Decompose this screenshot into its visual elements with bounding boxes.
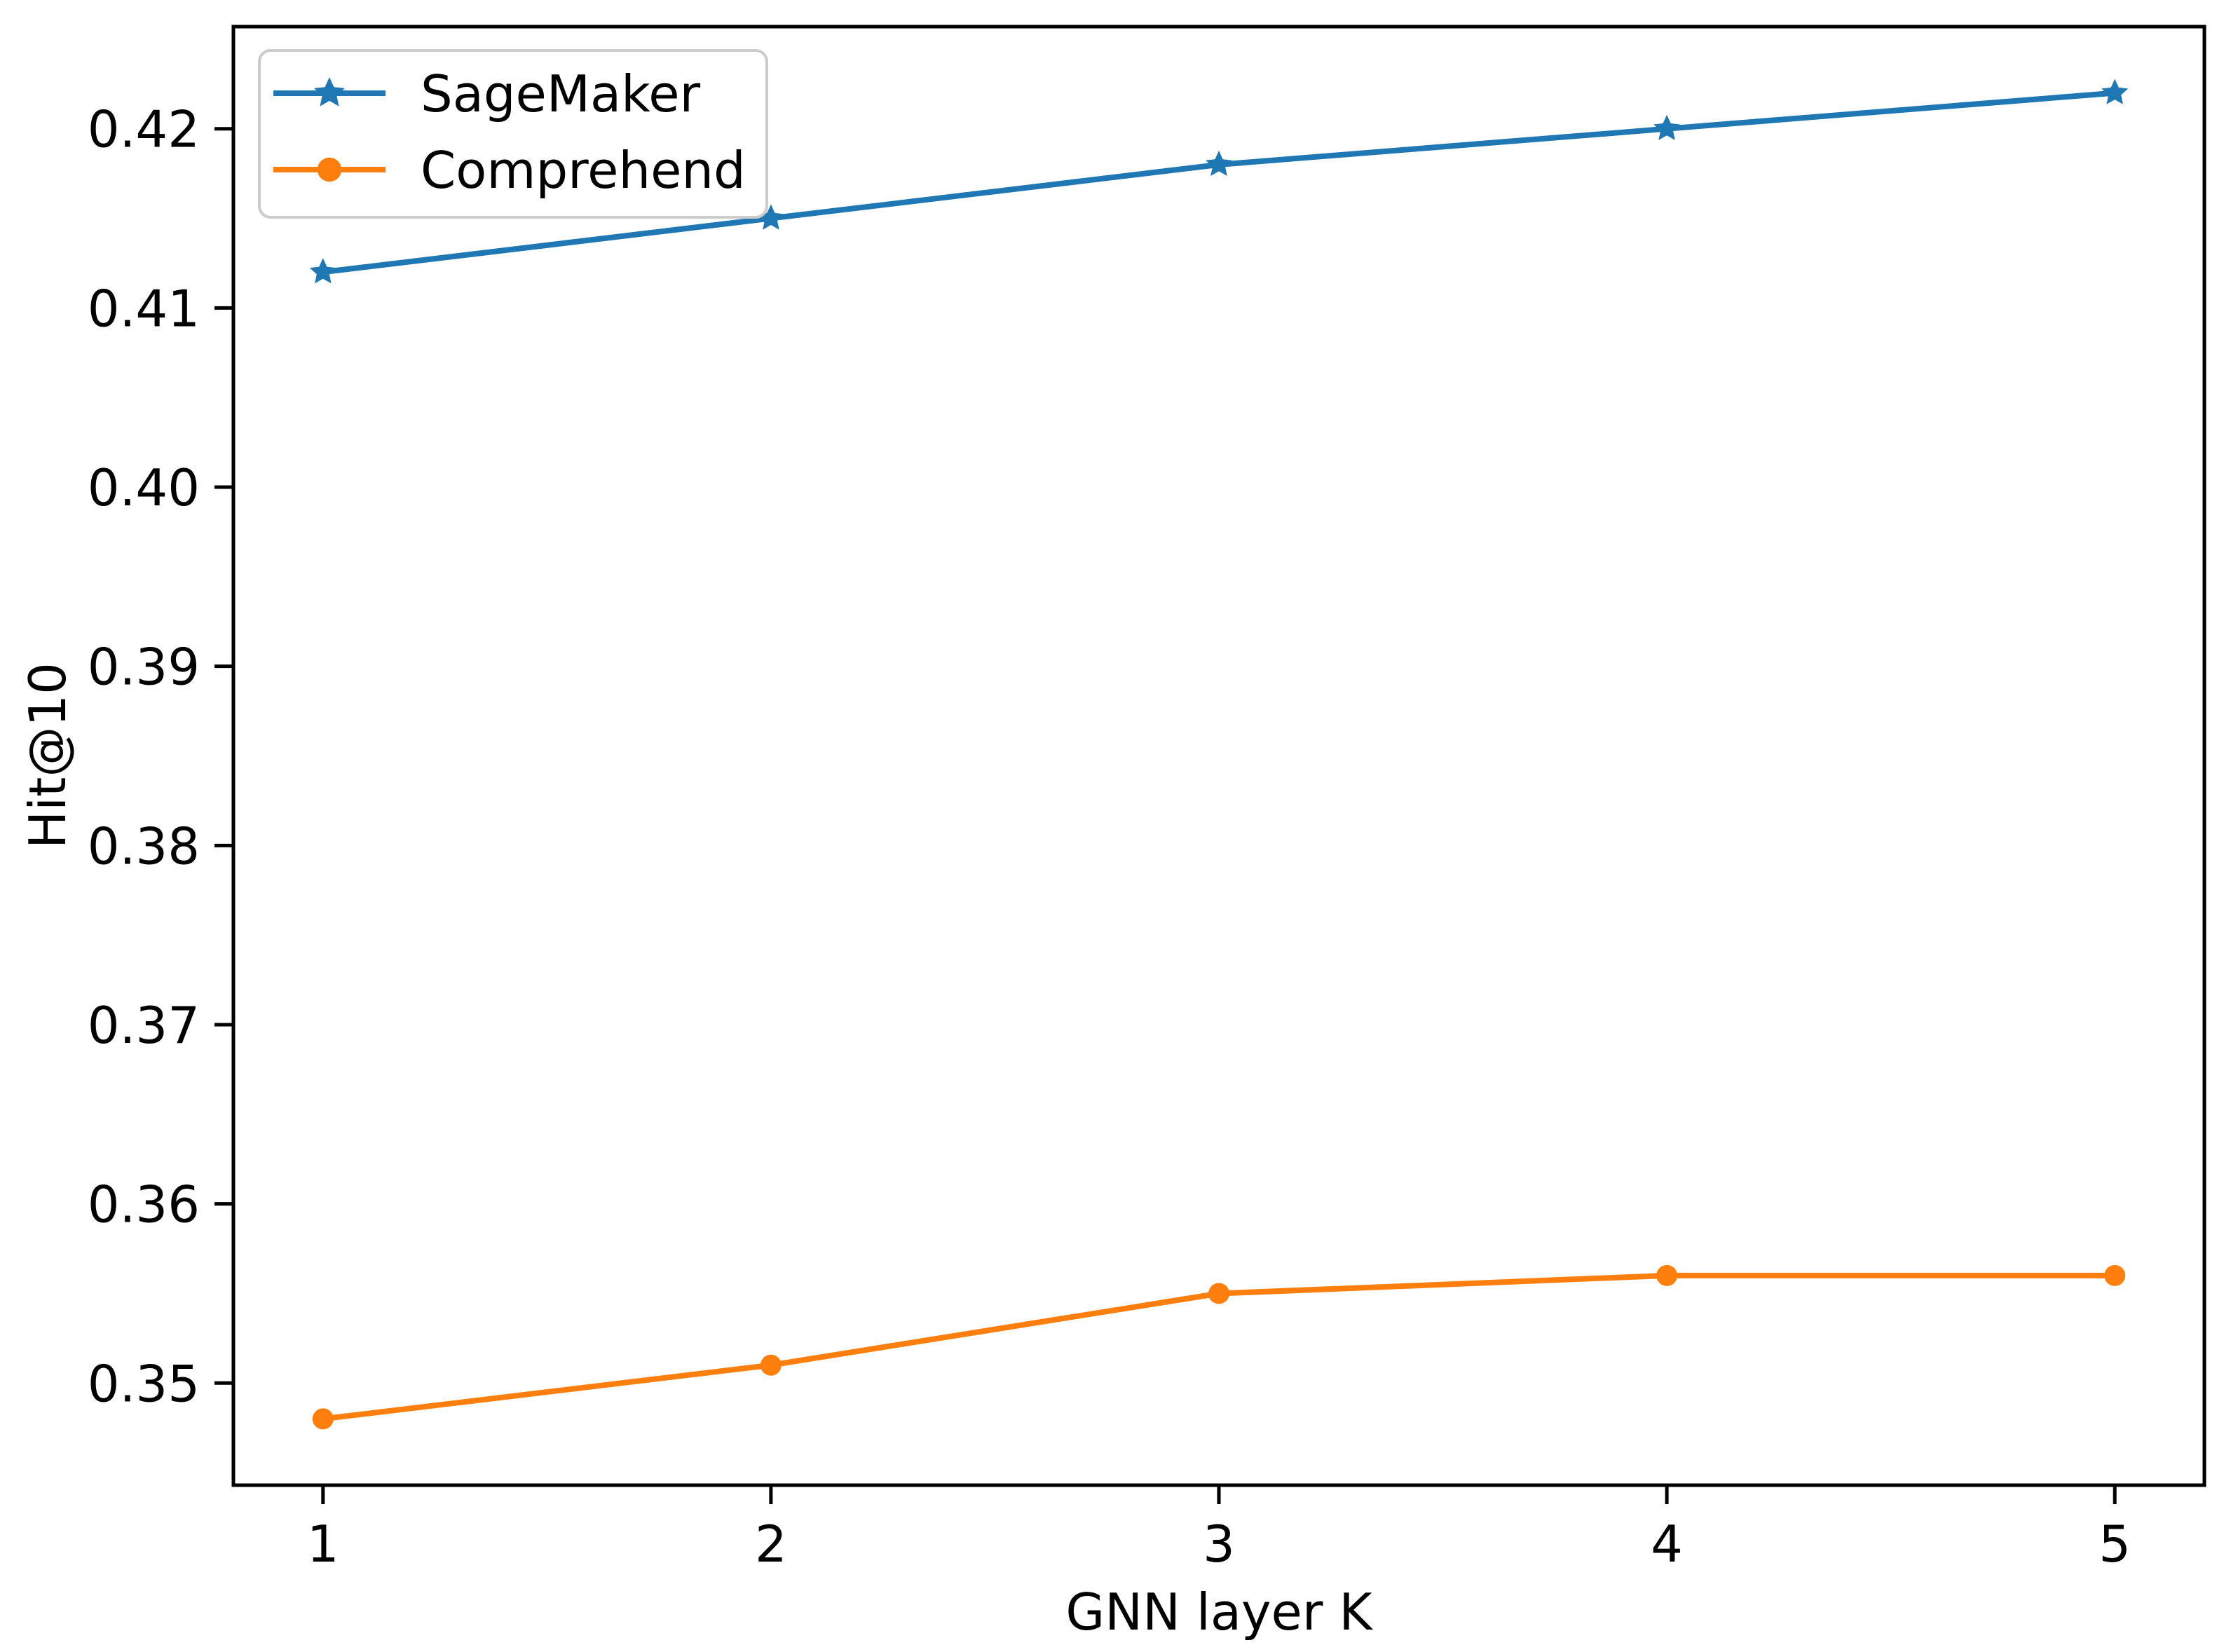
y-tick-label: 0.42 [88, 100, 200, 159]
y-axis-label: Hit@10 [18, 662, 77, 849]
plot-area: 1 2 3 4 5 0.35 0.36 0.37 0.38 0.39 0.40 0.41 0.42 [88, 25, 2206, 1574]
legend: SageMaker Comprehend [258, 49, 768, 219]
legend-label: SageMaker [421, 64, 700, 123]
y-tick-label: 0.37 [88, 996, 200, 1055]
star-marker [1206, 150, 1232, 176]
star-marker [314, 77, 345, 107]
circle-marker [760, 1354, 782, 1376]
legend-item-sagemaker: SageMaker [273, 64, 700, 123]
legend-box [258, 49, 768, 219]
y-tick-label: 0.36 [88, 1175, 200, 1234]
y-tick-label: 0.40 [88, 458, 200, 517]
series-sagemaker [309, 78, 2129, 284]
legend-label: Comprehend [421, 141, 746, 200]
legend-item-comprehend: Comprehend [273, 141, 746, 200]
x-tick-label: 5 [2099, 1515, 2131, 1574]
star-marker [309, 258, 336, 284]
circle-marker [1656, 1264, 1678, 1286]
x-tick-label: 3 [1203, 1515, 1235, 1574]
y-tick-label: 0.41 [88, 279, 200, 338]
star-marker [1653, 114, 1681, 140]
series-comprehend [312, 1264, 2126, 1430]
y-tick-label: 0.38 [88, 817, 200, 875]
y-tick-label: 0.35 [88, 1354, 200, 1413]
x-tick-label: 2 [755, 1515, 787, 1574]
x-axis-label: GNN layer K [1065, 1583, 1373, 1641]
circle-marker [1208, 1283, 1229, 1304]
y-tick-label: 0.39 [88, 638, 200, 697]
legend-star-marker-slot [314, 77, 345, 107]
x-tick-label: 4 [1651, 1515, 1683, 1574]
legend-circle-marker-slot [317, 157, 342, 182]
x-tick-label: 1 [307, 1515, 339, 1574]
circle-marker [317, 157, 342, 182]
circle-marker [2104, 1264, 2126, 1286]
star-marker [757, 204, 784, 230]
star-marker [2101, 78, 2129, 104]
circle-marker [312, 1408, 334, 1430]
